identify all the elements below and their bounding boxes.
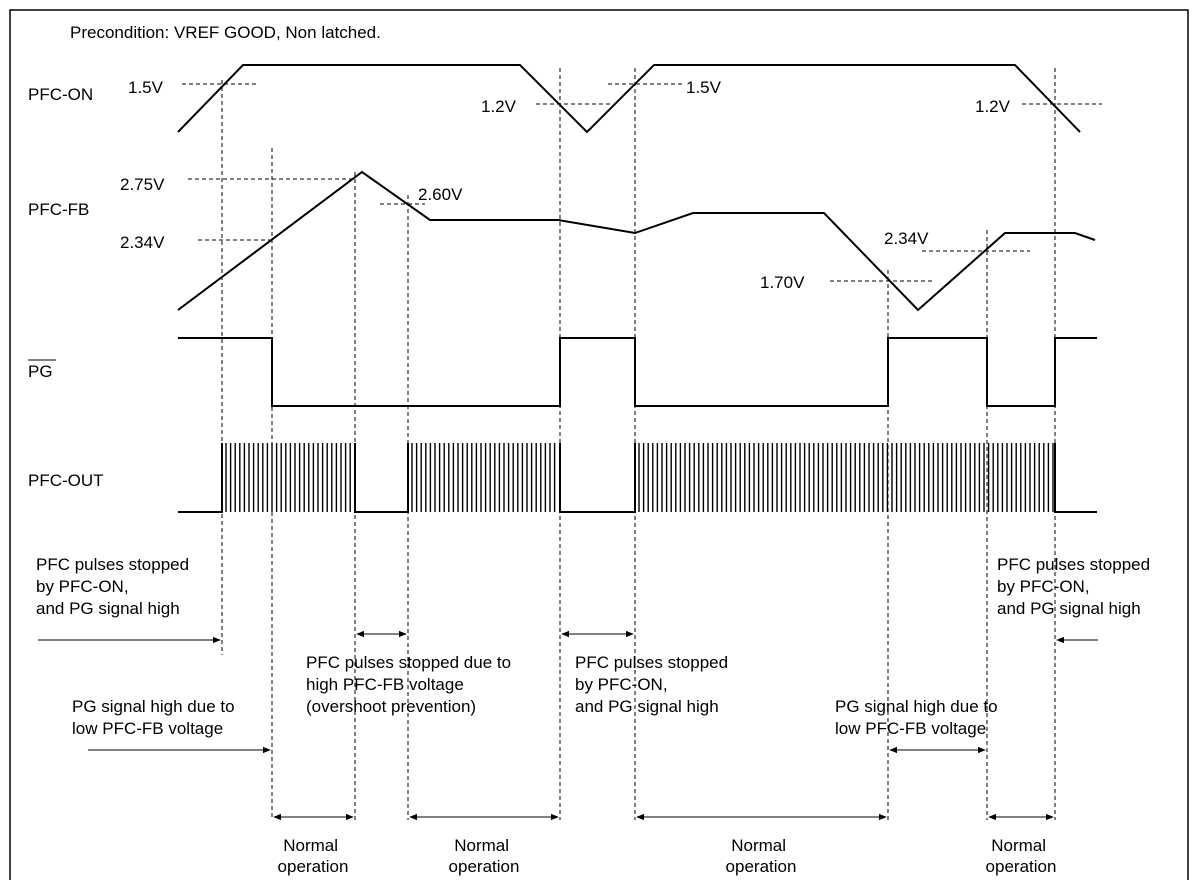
pfc-on-waveform [177, 64, 1081, 134]
normal-operation-label-1: Normal operation [278, 836, 349, 876]
normal-operation-label-3: Normal operation [726, 836, 797, 876]
note-stop-right: PFC pulses stopped by PFC-ON, and PG sig… [997, 555, 1155, 618]
threshold-1-5v-left: 1.5V [128, 78, 164, 97]
note-pg-high-right: PG signal high due to low PFC-FB voltage [835, 697, 1002, 738]
note-overshoot: PFC pulses stopped due to high PFC-FB vo… [306, 653, 516, 716]
pfc-out-pulses [225, 443, 1054, 512]
pfc-fb-label: PFC-FB [28, 200, 89, 219]
threshold-2-34v-right: 2.34V [884, 229, 929, 248]
threshold-1-2v-mid: 1.2V [481, 97, 517, 116]
pg-label: PG [28, 362, 53, 381]
pfc-fb-waveform [177, 170, 1096, 312]
pfc-out-tail [1054, 443, 1097, 513]
pfc-out-baseline [178, 443, 223, 513]
note-stop-left: PFC pulses stopped by PFC-ON, and PG sig… [36, 555, 194, 618]
threshold-1-5v-mid: 1.5V [686, 78, 722, 97]
pfc-on-label: PFC-ON [28, 85, 93, 104]
pg-waveform [178, 337, 1097, 407]
threshold-2-34v-left: 2.34V [120, 233, 165, 252]
threshold-2-60v: 2.60V [418, 185, 463, 204]
threshold-1-2v-right: 1.2V [975, 97, 1011, 116]
pfc-out-label: PFC-OUT [28, 471, 104, 490]
note-pg-high-left: PG signal high due to low PFC-FB voltage [72, 697, 239, 738]
pfc-out-gap-1 [354, 443, 409, 513]
threshold-2-75v: 2.75V [120, 175, 165, 194]
precondition-text: Precondition: VREF GOOD, Non latched. [70, 23, 381, 42]
note-stop-mid: PFC pulses stopped by PFC-ON, and PG sig… [575, 653, 733, 716]
pfc-out-gap-2 [559, 443, 636, 513]
normal-operation-label-4: Normal operation [986, 836, 1057, 876]
normal-operation-label-2: Normal operation [449, 836, 520, 876]
diagram-border [9, 9, 1189, 880]
threshold-lines [182, 83, 1102, 282]
threshold-1-70v: 1.70V [760, 273, 805, 292]
